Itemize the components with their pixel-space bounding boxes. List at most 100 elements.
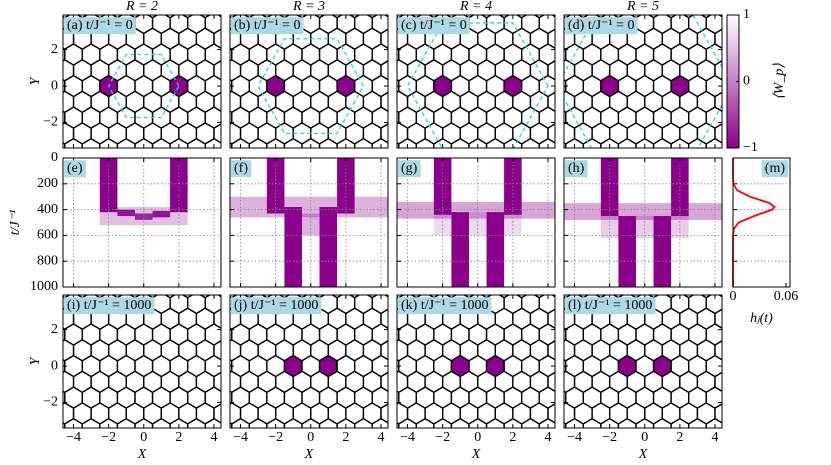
plaquette — [230, 15, 233, 31]
lattice — [346, 0, 592, 191]
plaquette — [504, 0, 522, 2]
plaquette — [390, 261, 408, 282]
plaquette — [381, 0, 399, 2]
plaquette — [741, 107, 759, 128]
plaquette — [258, 0, 276, 2]
plaquette — [230, 327, 233, 342]
plaquette — [750, 60, 768, 81]
plaquette — [188, 434, 206, 455]
plaquette — [346, 139, 364, 160]
plaquette — [21, 0, 39, 18]
plaquette — [397, 15, 400, 31]
plaquette — [601, 0, 619, 2]
plaquette — [346, 261, 364, 282]
plaquette — [153, 450, 171, 465]
plaquette — [240, 0, 258, 2]
flux-segment — [266, 158, 285, 214]
plaquette — [204, 15, 221, 35]
plaquette — [12, 170, 30, 191]
plaquette — [12, 76, 30, 97]
plaquette — [30, 12, 48, 33]
colorbar-tick-label: −1 — [743, 140, 758, 155]
plaquette — [724, 356, 742, 377]
plaquette — [258, 450, 276, 465]
plaquette — [759, 387, 777, 408]
plaquette — [399, 0, 417, 2]
column-title: R = 2 — [125, 0, 158, 14]
plaquette — [397, 110, 400, 125]
plaquette — [574, 0, 592, 2]
plaquette — [724, 419, 742, 440]
plaquette — [522, 0, 540, 2]
x-axis-label: X — [304, 447, 314, 462]
plaquette — [574, 261, 592, 282]
plaquette — [564, 358, 567, 374]
heatmap — [564, 158, 722, 287]
frame — [563, 294, 723, 429]
plaquette — [733, 434, 751, 455]
y-tick-label: 400 — [37, 202, 58, 217]
x-tick-label: −2 — [602, 430, 617, 445]
plaquette — [689, 261, 707, 282]
plaquette — [230, 390, 233, 405]
panel-label: (a) t/J⁻¹ = 0 — [67, 18, 133, 33]
plaquette — [768, 123, 786, 144]
plaquette — [750, 340, 768, 361]
plaquette — [197, 450, 215, 465]
plaquette — [557, 0, 575, 2]
x-tick-label: 2 — [342, 430, 349, 445]
panel-label-bg — [64, 160, 86, 178]
plaquette — [381, 170, 399, 191]
x-tick-label: 0 — [730, 289, 737, 304]
plaquette — [547, 123, 555, 144]
plaquette — [513, 450, 531, 465]
plaquette — [741, 450, 759, 465]
plaquette — [320, 450, 338, 465]
plaquette — [768, 28, 786, 49]
plaquette — [397, 142, 400, 148]
plaquette — [214, 450, 232, 465]
plaquette — [759, 261, 777, 282]
plaquette — [240, 450, 258, 465]
plaquette — [759, 419, 777, 440]
plaquette — [213, 308, 221, 329]
plaquette — [223, 450, 241, 465]
panel-label-bg — [398, 160, 421, 178]
plaquette — [706, 450, 724, 465]
plaquette — [548, 450, 566, 465]
plaquette — [381, 261, 399, 282]
y-tick-label: 0 — [51, 150, 58, 165]
frame — [396, 294, 556, 429]
x-tick-label: 4 — [544, 430, 551, 445]
plaquette — [30, 44, 48, 65]
plaquette — [38, 91, 56, 112]
plaquette — [741, 387, 759, 408]
plaquette — [522, 450, 540, 465]
frame — [229, 294, 389, 429]
x-tick-label: −4 — [66, 430, 81, 445]
plaquette — [425, 0, 443, 2]
plaquette — [12, 387, 30, 408]
plaquette — [741, 170, 759, 191]
plaquette — [372, 0, 390, 2]
plaquette — [714, 28, 722, 49]
frame — [229, 157, 389, 288]
y-tick-label: 0 — [51, 78, 58, 93]
plaquette — [522, 434, 540, 455]
plaquette — [547, 308, 555, 329]
plaquette — [230, 110, 233, 125]
plaquette — [117, 170, 135, 191]
x-axis-label: X — [638, 447, 648, 462]
x-tick-label: 0 — [140, 430, 147, 445]
colorbar-label: ⟨W_p⟩ — [772, 63, 787, 100]
panel-label-bg — [761, 160, 789, 178]
plaquette — [566, 0, 584, 2]
plaquette — [197, 261, 215, 282]
plaquette — [204, 295, 221, 315]
plaquette — [249, 434, 267, 455]
plaquette — [741, 261, 759, 282]
plaquette — [337, 450, 355, 465]
flux-segment — [284, 207, 302, 287]
plaquette — [117, 450, 135, 465]
plaquette — [240, 139, 258, 160]
